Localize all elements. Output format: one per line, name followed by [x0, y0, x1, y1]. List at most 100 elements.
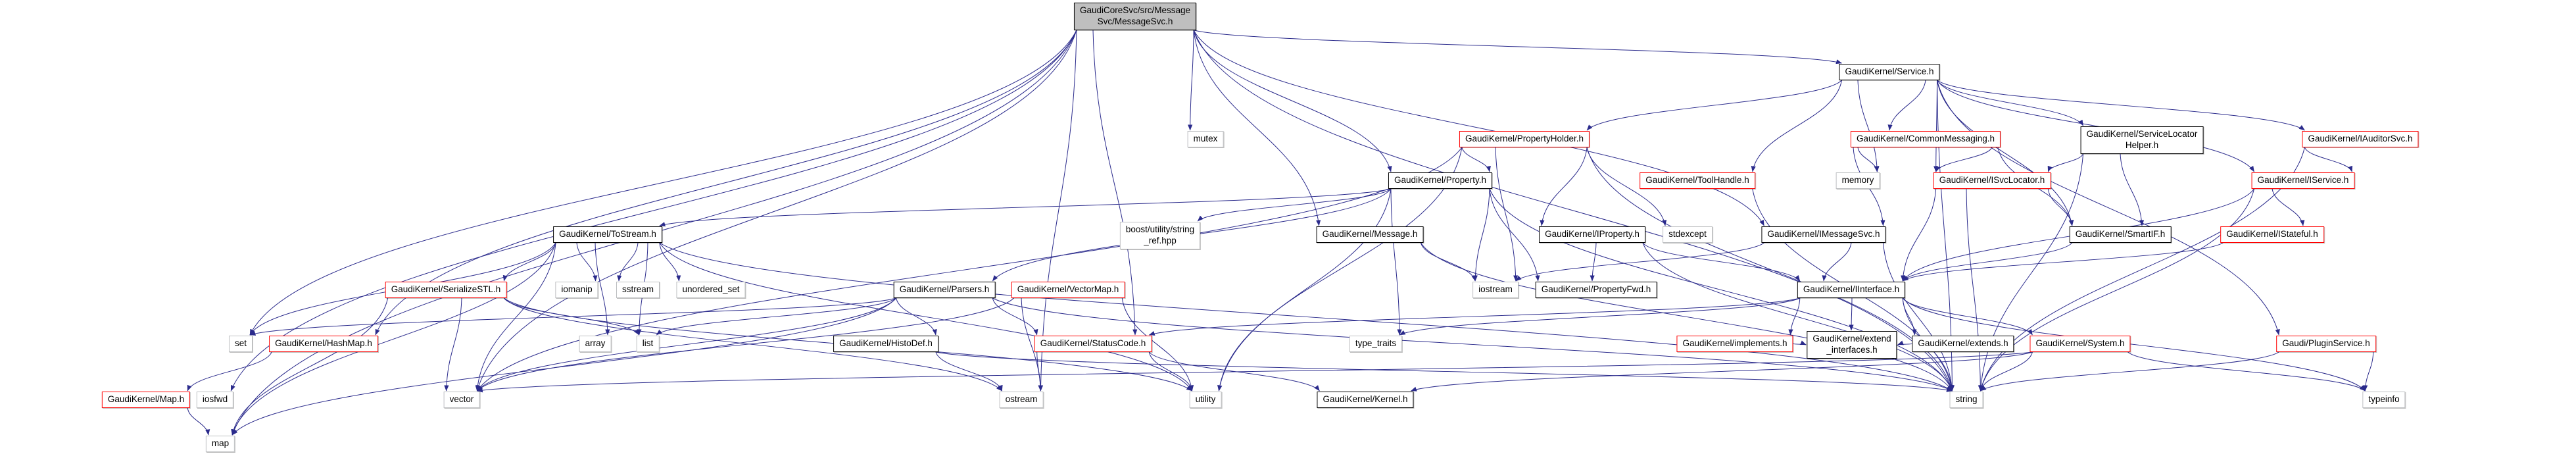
node-smartif[interactable]: GaudiKernel/SmartIF.h [2069, 226, 2172, 243]
node-service[interactable]: GaudiKernel/Service.h [1839, 64, 1940, 80]
edge-servicelocatorhelper-isvclocator [2047, 153, 2084, 172]
edge-property-iostream [1472, 188, 1490, 282]
node-statuscode[interactable]: GaudiKernel/StatusCode.h [1034, 336, 1152, 352]
edge-iinterface-statuscode [1148, 297, 1800, 336]
node-toolhandle[interactable]: GaudiKernel/ToolHandle.h [1640, 172, 1755, 189]
edge-service-pluginservice [1937, 80, 2280, 336]
node-istateful[interactable]: GaudiKernel/IStateful.h [2220, 226, 2324, 243]
node-stringref[interactable]: boost/utility/string _ref.hpp [1119, 222, 1201, 249]
edge-parsers-statuscode [992, 297, 1038, 336]
node-sstream[interactable]: sstream [616, 282, 660, 298]
edge-iauditorsvc-iservice [2304, 147, 2353, 172]
edge-parsers-string [992, 297, 1953, 392]
edge-iproperty-iinterface [1642, 242, 1801, 282]
edge-pluginservice-typeinfo [2363, 351, 2374, 392]
node-map[interactable]: map [205, 436, 235, 452]
edge-service-iservice [1937, 80, 2255, 172]
node-isvclocator[interactable]: GaudiKernel/ISvcLocator.h [1933, 172, 2051, 189]
edge-messagesvc-service [1193, 30, 1842, 64]
edge-messagesvc-message [1193, 30, 1321, 226]
node-typetraits[interactable]: type_traits [1349, 336, 1403, 352]
edge-imessagesvc-iostream [1515, 242, 1764, 282]
edge-propertyholder-property [1461, 147, 1491, 172]
node-kernel[interactable]: GaudiKernel/Kernel.h [1317, 392, 1414, 408]
node-system[interactable]: GaudiKernel/System.h [2029, 336, 2131, 352]
edge-tostream-vector [475, 242, 556, 392]
node-iinterface[interactable]: GaudiKernel/IInterface.h [1797, 282, 1906, 298]
node-unorderedset[interactable]: unordered_set [676, 282, 746, 298]
node-servicelocatorhelper[interactable]: GaudiKernel/ServiceLocator Helper.h [2080, 126, 2204, 154]
edge-messagesvc-imessagesvc [1193, 30, 1764, 226]
node-tostream[interactable]: GaudiKernel/ToStream.h [553, 226, 662, 243]
node-memory[interactable]: memory [1835, 172, 1880, 189]
edge-parsers-histodef [896, 297, 937, 336]
edge-commonmessaging-isvclocator [1935, 147, 1993, 172]
node-serializestl[interactable]: GaudiKernel/SerializeSTL.h [385, 282, 507, 298]
edge-pluginservice-string [1980, 351, 2279, 392]
node-vector[interactable]: vector [443, 392, 480, 408]
edge-parsers-set [249, 297, 896, 336]
node-extendinterfaces[interactable]: GaudiKernel/extend _interfaces.h [1807, 331, 1897, 359]
node-iservice[interactable]: GaudiKernel/IService.h [2251, 172, 2355, 189]
edge-messagesvc-property [1193, 30, 1392, 172]
node-commonmessaging[interactable]: GaudiKernel/CommonMessaging.h [1850, 131, 2001, 147]
node-iproperty[interactable]: GaudiKernel/IProperty.h [1539, 226, 1645, 243]
edge-propertyholder-stdexcept [1586, 147, 1667, 226]
node-gaudimap[interactable]: GaudiKernel/Map.h [101, 392, 191, 408]
edge-message-string [1420, 242, 1953, 392]
edge-system-kernel [1411, 351, 2033, 392]
edge-property-tostream [659, 188, 1392, 227]
edge-tostream-utility [659, 242, 1193, 392]
node-imessagesvc[interactable]: GaudiKernel/IMessageSvc.h [1761, 226, 1886, 243]
edge-messagesvc-ostream [1038, 30, 1077, 392]
edge-property-stringref [1197, 188, 1392, 222]
node-iauditorsvc[interactable]: GaudiKernel/IAuditorSvc.h [2302, 131, 2419, 147]
edge-service-isvclocator [1933, 80, 1939, 172]
node-propertyholder[interactable]: GaudiKernel/PropertyHolder.h [1459, 131, 1590, 147]
node-set[interactable]: set [228, 336, 253, 352]
node-propertyfwd[interactable]: GaudiKernel/PropertyFwd.h [1535, 282, 1657, 298]
edge-commonmessaging-memory [1857, 147, 1879, 172]
node-pluginservice[interactable]: Gaudi/PluginService.h [2276, 336, 2376, 352]
node-array[interactable]: array [579, 336, 612, 352]
edge-imessagesvc-iinterface [1822, 242, 1852, 282]
node-utility[interactable]: utility [1189, 392, 1222, 408]
edge-iproperty-propertyfwd [1590, 242, 1597, 282]
edge-message-iostream [1420, 242, 1476, 282]
edge-vectormap-utility [1121, 297, 1194, 392]
node-iomanip[interactable]: iomanip [555, 282, 598, 298]
edge-iservice-istateful [2272, 188, 2305, 226]
edge-property-utility [1217, 188, 1392, 392]
node-typeinfo[interactable]: typeinfo [2362, 392, 2406, 408]
node-message[interactable]: GaudiKernel/Message.h [1316, 226, 1424, 243]
node-iosfwd[interactable]: iosfwd [196, 392, 234, 408]
edge-system-vector [476, 351, 2033, 393]
node-string[interactable]: string [1949, 392, 1983, 408]
node-property[interactable]: GaudiKernel/Property.h [1388, 172, 1493, 189]
edge-tostream-map [231, 242, 556, 436]
node-parsers[interactable]: GaudiKernel/Parsers.h [893, 282, 996, 298]
node-hashmap[interactable]: GaudiKernel/HashMap.h [269, 336, 378, 352]
edge-messagesvc-vector [476, 30, 1077, 392]
edge-iinterface-system [1902, 297, 2033, 336]
edge-isvclocator-string [1966, 188, 1983, 392]
edge-service-smartif [1937, 80, 2074, 226]
node-stdexcept[interactable]: stdexcept [1663, 226, 1713, 243]
node-extends[interactable]: GaudiKernel/extends.h [1912, 336, 2014, 352]
edge-system-string [1979, 351, 2033, 392]
node-vectormap[interactable]: GaudiKernel/VectorMap.h [1011, 282, 1125, 298]
edge-tostream-sstream [617, 242, 639, 282]
edge-statuscode-ostream [1036, 351, 1043, 392]
edge-property-string [1489, 188, 1953, 392]
node-messagesvc: GaudiCoreSvc/src/Message Svc/MessageSvc.… [1073, 3, 1197, 30]
edge-service-toolhandle [1751, 80, 1842, 172]
node-histodef[interactable]: GaudiKernel/HistoDef.h [833, 336, 938, 352]
node-list[interactable]: list [636, 336, 660, 352]
node-ostream[interactable]: ostream [999, 392, 1044, 408]
node-mutex[interactable]: mutex [1187, 131, 1224, 147]
edge-imessagesvc-string [1883, 242, 1955, 392]
node-implements[interactable]: GaudiKernel/implements.h [1676, 336, 1793, 352]
node-iostream[interactable]: iostream [1472, 282, 1519, 298]
edge-vectormap-vector [477, 297, 1015, 392]
edge-messagesvc-iosfwd [230, 30, 1077, 392]
